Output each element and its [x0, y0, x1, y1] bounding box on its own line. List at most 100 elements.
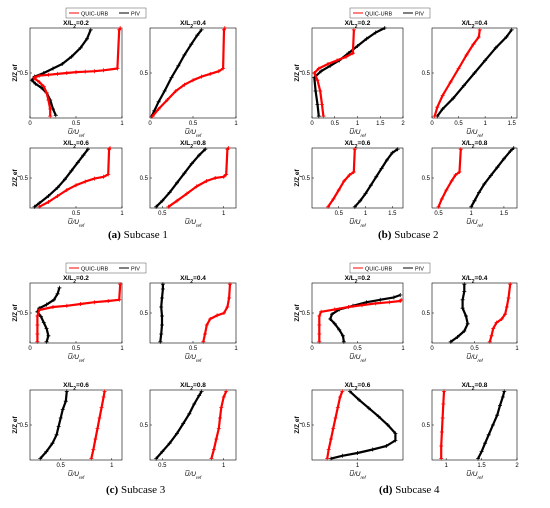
series-quic-point [115, 66, 120, 71]
series-piv-point [355, 44, 360, 48]
series-quic-point [46, 72, 51, 77]
series-quic-point [194, 184, 199, 189]
series-quic-point [221, 395, 226, 399]
panel-title: X/L2=0.4 [462, 20, 488, 30]
series-piv-point [482, 182, 487, 186]
series-piv-point [57, 285, 62, 290]
caption-a: (a) Subcase 1 [108, 229, 168, 241]
series-quic-point [191, 78, 195, 83]
series-piv-point [509, 27, 514, 32]
series-piv-point [328, 317, 333, 321]
x-axis-label: U̅/Uref [185, 218, 202, 227]
series-quic-point [316, 66, 321, 71]
series-piv-point [85, 147, 90, 152]
series-piv-line [39, 391, 68, 460]
x-tick-label: 0.5 [56, 463, 65, 469]
series-piv-point [328, 456, 333, 461]
x-tick-label: 1 [515, 346, 519, 352]
x-tick-label: 0.5 [158, 463, 167, 469]
series-quic-point [331, 197, 336, 201]
series-quic-line [202, 284, 232, 343]
series-piv-line [33, 148, 89, 208]
series-quic-point [101, 395, 106, 399]
series-piv-point [374, 174, 379, 179]
series-piv-point [167, 441, 172, 446]
x-axis-label: U̅/Uref [466, 218, 483, 227]
series-piv-line [155, 148, 207, 208]
panel-title: X/L2=0.8 [180, 140, 206, 150]
series-quic-point [338, 395, 343, 399]
series-piv-point [160, 287, 165, 291]
series-piv-point [341, 339, 346, 344]
series-quic-point [32, 75, 37, 80]
series-piv-point [53, 113, 58, 118]
series-quic-point [321, 114, 326, 119]
series-piv-point [69, 54, 74, 59]
series-piv-point [167, 190, 172, 195]
x-tick-label: 0.5 [72, 211, 81, 217]
legend-box [349, 7, 431, 19]
series-quic-point [74, 183, 78, 188]
series-quic-point [37, 308, 42, 312]
series-quic-point [457, 170, 462, 174]
panel-3-4: X/L2=0.8 0.5 1 0.5 U̅/Uref [140, 382, 237, 480]
series-quic-point [46, 98, 51, 102]
series-quic [201, 282, 232, 344]
x-tick-label: 0 [310, 121, 314, 127]
series-piv-point [158, 339, 163, 344]
panel-2-2: X/L2=0.40 0.5 1 1.50.5U̅/Uref [422, 20, 518, 138]
series-quic-point [317, 332, 322, 336]
series-piv-point [357, 397, 362, 402]
panel-title: X/L2=0.6 [345, 382, 371, 392]
series-piv-point [197, 153, 202, 158]
series-piv [352, 147, 400, 209]
series-piv-point [319, 69, 324, 74]
series-piv-point [395, 147, 400, 152]
x-tick-label: 0 [430, 346, 434, 352]
series-piv-point [486, 432, 491, 437]
series-piv-point [60, 407, 65, 412]
x-axis-label: U̅/Uref [185, 353, 202, 362]
legend-box [65, 7, 147, 19]
series-piv-point [355, 451, 360, 455]
x-tick-label: 1 [234, 121, 238, 127]
series-piv-line [330, 390, 397, 460]
x-axis-label: U̅/Uref [349, 128, 366, 137]
series-piv-point [60, 62, 65, 66]
x-axis-label: U̅/Uref [349, 470, 366, 479]
legend-label-piv: PIV [131, 267, 140, 273]
series-quic-point [487, 339, 492, 344]
series-quic-point [227, 296, 232, 300]
series-piv-point [64, 389, 69, 394]
series-piv-point [493, 45, 498, 50]
series-piv-point [315, 102, 320, 107]
panel-title: X/L2=0.6 [63, 140, 89, 150]
series-quic-point [399, 297, 404, 302]
series-quic-point [222, 26, 227, 30]
series-piv-line [155, 390, 203, 460]
series-quic-point [92, 300, 97, 305]
panel-title: X/L2=0.2 [63, 275, 89, 285]
series-piv [328, 389, 398, 461]
series-piv-point [472, 71, 477, 75]
legend-box [65, 262, 147, 274]
series-piv [448, 282, 470, 344]
panel-title: X/L2=0.8 [462, 382, 488, 392]
series-quic-point [317, 314, 322, 318]
series-quic-point [494, 320, 499, 325]
series-quic-line [488, 284, 512, 343]
series-piv-line [470, 147, 515, 208]
series-quic-point [226, 146, 231, 150]
series-piv-point [181, 421, 186, 426]
x-tick-label: 1 [222, 463, 226, 469]
series-quic-point [93, 437, 98, 441]
series-quic-point [387, 300, 392, 305]
series-quic-point [99, 405, 104, 410]
legend: QUIC-URB PIV [349, 262, 431, 274]
series-piv-point [39, 85, 44, 90]
series-quic-point [106, 172, 111, 177]
series-quic-point [35, 332, 40, 336]
panel-4-2: X/L2=0.40 0.5 10.5U̅/Uref [422, 275, 520, 363]
